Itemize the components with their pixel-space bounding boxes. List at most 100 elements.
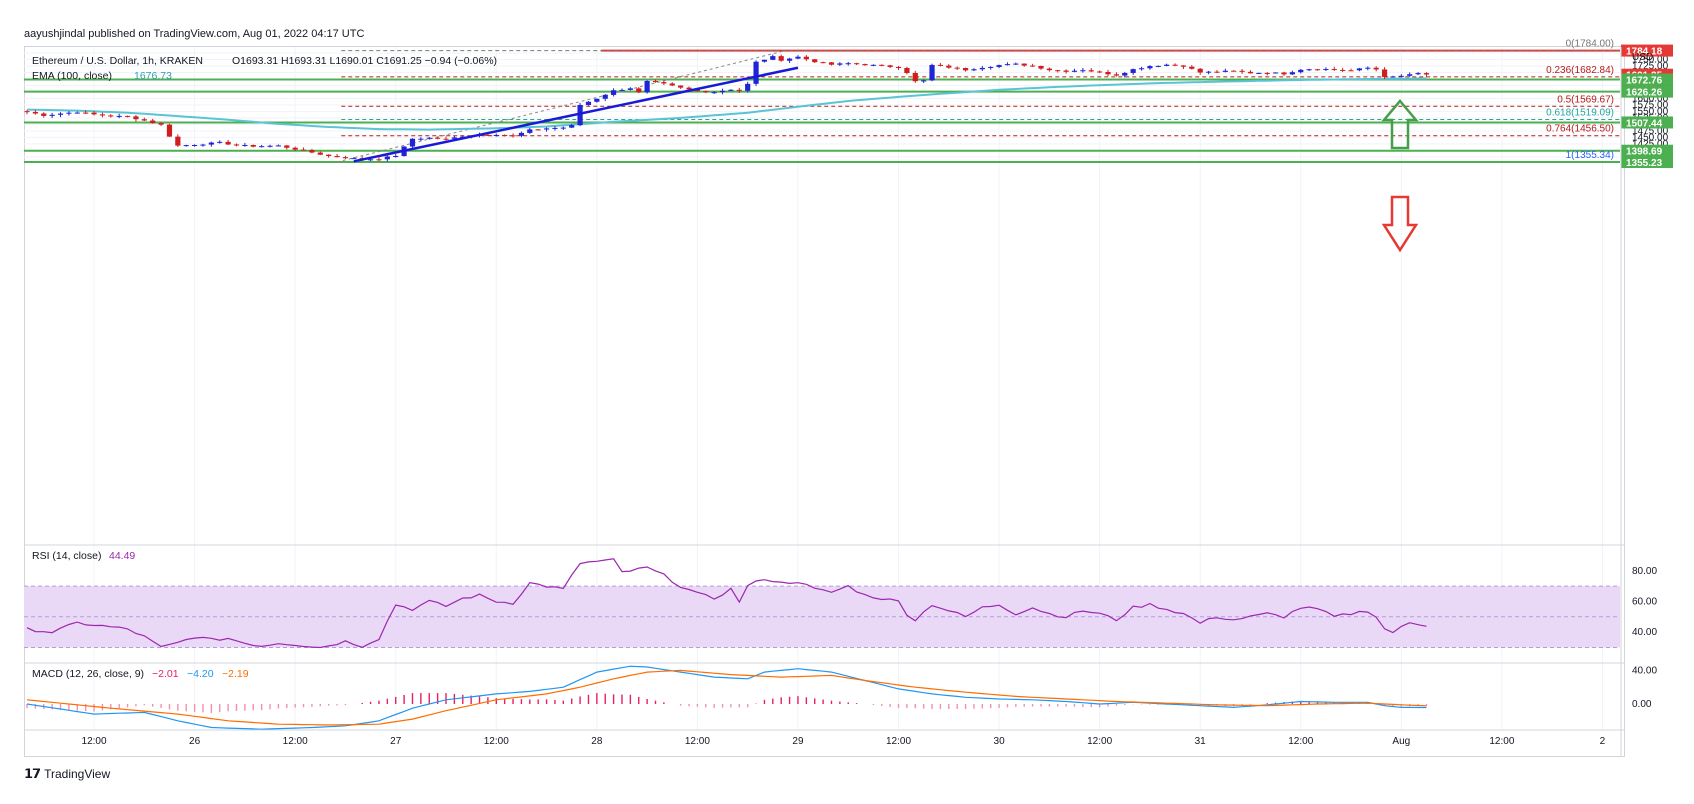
- candle-body[interactable]: [1356, 68, 1363, 71]
- candle-body[interactable]: [828, 62, 835, 65]
- candle-body[interactable]: [745, 83, 751, 91]
- candle-body[interactable]: [862, 64, 868, 66]
- candle-body[interactable]: [502, 134, 508, 136]
- candle-body[interactable]: [376, 159, 382, 161]
- candle-body[interactable]: [795, 56, 801, 59]
- candle-body[interactable]: [108, 115, 114, 117]
- candle-body[interactable]: [1239, 70, 1245, 72]
- candle-body[interactable]: [426, 137, 432, 139]
- candle-body[interactable]: [141, 119, 147, 121]
- candle-body[interactable]: [300, 149, 307, 151]
- candle-body[interactable]: [485, 134, 491, 136]
- candle-body[interactable]: [1381, 69, 1388, 77]
- candle-body[interactable]: [870, 64, 876, 66]
- candle-body[interactable]: [1172, 64, 1178, 66]
- candle-body[interactable]: [418, 138, 424, 140]
- candle-body[interactable]: [1247, 71, 1254, 74]
- candle-body[interactable]: [644, 80, 650, 93]
- candle-body[interactable]: [292, 147, 298, 150]
- candle-body[interactable]: [1340, 69, 1346, 71]
- candle-body[interactable]: [728, 89, 734, 91]
- candle-body[interactable]: [1398, 75, 1404, 77]
- candle-body[interactable]: [527, 129, 533, 133]
- candle-body[interactable]: [1331, 69, 1337, 71]
- candle-body[interactable]: [1180, 65, 1187, 67]
- candle-body[interactable]: [1281, 72, 1287, 75]
- candle-body[interactable]: [937, 64, 944, 66]
- candle-body[interactable]: [233, 144, 240, 146]
- candle-body[interactable]: [1021, 63, 1027, 66]
- candle-body[interactable]: [1214, 71, 1220, 73]
- candle-body[interactable]: [1264, 72, 1270, 74]
- candle-body[interactable]: [275, 145, 281, 147]
- candle-body[interactable]: [879, 64, 885, 66]
- candle-body[interactable]: [1030, 65, 1036, 67]
- candle-body[interactable]: [334, 156, 340, 158]
- candle-body[interactable]: [1130, 69, 1136, 73]
- candle-body[interactable]: [669, 83, 675, 86]
- candle-body[interactable]: [192, 144, 198, 146]
- candle-body[interactable]: [820, 62, 826, 64]
- candle-body[interactable]: [1222, 70, 1228, 72]
- candle-body[interactable]: [703, 91, 709, 93]
- candle-body[interactable]: [158, 123, 164, 125]
- candle-body[interactable]: [761, 59, 768, 62]
- candle-body[interactable]: [99, 114, 106, 116]
- candle-body[interactable]: [451, 137, 457, 139]
- candle-body[interactable]: [1155, 65, 1161, 67]
- candle-body[interactable]: [577, 104, 583, 126]
- candle-body[interactable]: [845, 63, 851, 65]
- ascending-trendline[interactable]: [353, 66, 799, 163]
- candle-body[interactable]: [636, 88, 642, 93]
- tradingview-logo[interactable]: 𝟭𝟳 TradingView: [24, 766, 110, 782]
- candle-body[interactable]: [770, 56, 776, 60]
- candle-body[interactable]: [1273, 72, 1279, 74]
- candle-body[interactable]: [895, 66, 902, 68]
- candle-body[interactable]: [166, 124, 173, 137]
- candle-body[interactable]: [652, 80, 659, 83]
- candle-body[interactable]: [393, 155, 399, 157]
- candle-body[interactable]: [585, 101, 592, 105]
- candle-body[interactable]: [1314, 69, 1321, 71]
- candle-body[interactable]: [1097, 71, 1103, 73]
- candle-body[interactable]: [250, 144, 256, 147]
- candle-body[interactable]: [309, 150, 315, 153]
- candle-body[interactable]: [1348, 70, 1354, 72]
- candle-body[interactable]: [719, 90, 726, 93]
- candle-body[interactable]: [1071, 70, 1078, 72]
- candle-body[interactable]: [1415, 73, 1421, 75]
- candle-body[interactable]: [242, 144, 248, 146]
- candle-body[interactable]: [284, 145, 290, 148]
- candle-body[interactable]: [552, 127, 558, 129]
- candle-body[interactable]: [267, 145, 273, 147]
- candle-body[interactable]: [1407, 74, 1413, 76]
- candle-body[interactable]: [1205, 71, 1212, 73]
- candle-body[interactable]: [661, 82, 667, 84]
- candle-body[interactable]: [912, 72, 918, 82]
- candle-body[interactable]: [996, 65, 1002, 67]
- candle-body[interactable]: [1365, 67, 1371, 69]
- candle-body[interactable]: [183, 145, 189, 147]
- candle-body[interactable]: [1113, 74, 1119, 76]
- candle-body[interactable]: [57, 113, 64, 115]
- candle-body[interactable]: [24, 111, 30, 113]
- candle-body[interactable]: [971, 69, 977, 71]
- candle-body[interactable]: [1373, 67, 1379, 70]
- candle-body[interactable]: [543, 128, 550, 130]
- candle-body[interactable]: [904, 67, 910, 73]
- candle-body[interactable]: [678, 85, 684, 88]
- candle-body[interactable]: [711, 92, 717, 94]
- candle-body[interactable]: [259, 146, 265, 148]
- candle-body[interactable]: [736, 89, 742, 91]
- candle-body[interactable]: [786, 58, 793, 61]
- candle-body[interactable]: [32, 111, 38, 114]
- candle-body[interactable]: [962, 68, 969, 71]
- candle-body[interactable]: [1088, 70, 1094, 72]
- candle-body[interactable]: [208, 142, 214, 145]
- candle-body[interactable]: [594, 98, 600, 102]
- candle-body[interactable]: [217, 141, 223, 143]
- candle-body[interactable]: [351, 158, 357, 160]
- candle-body[interactable]: [1105, 71, 1111, 75]
- candle-body[interactable]: [317, 152, 323, 155]
